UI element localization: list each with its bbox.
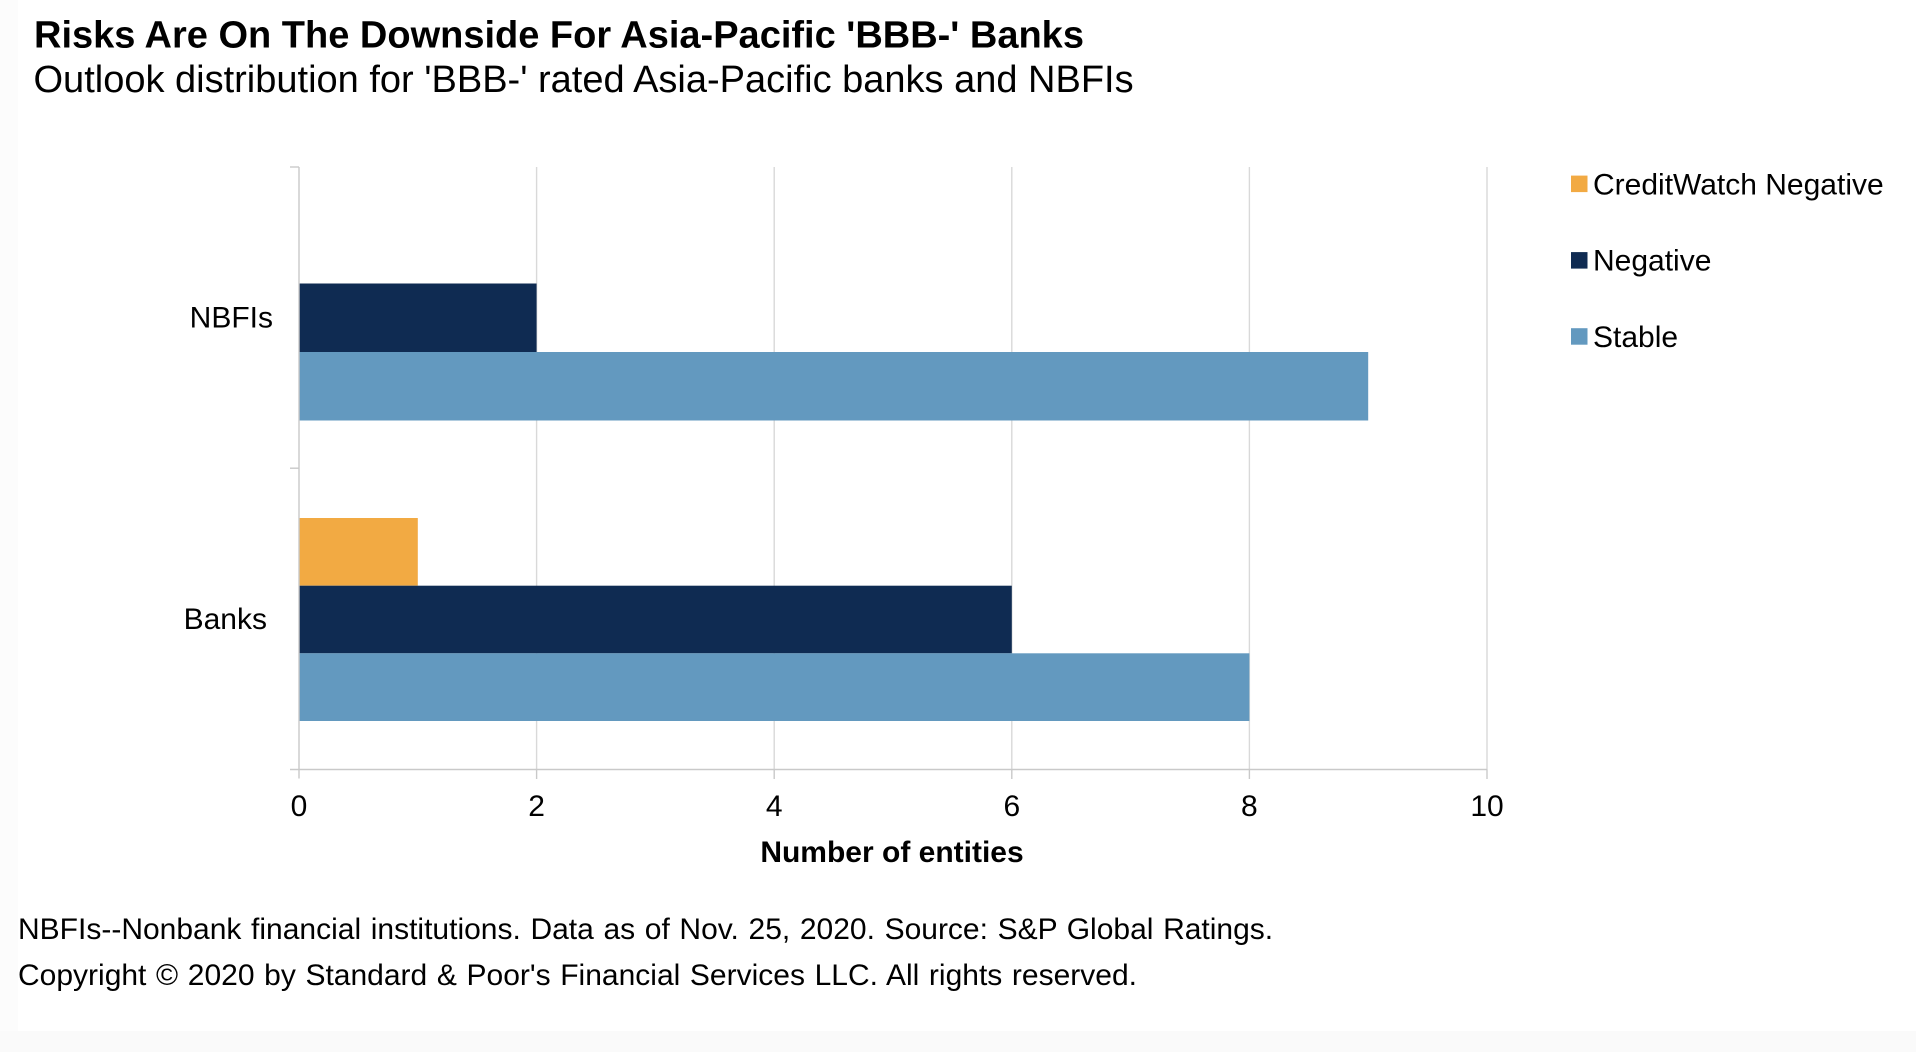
svg-text:Stable: Stable: [1593, 321, 1678, 354]
svg-text:8: 8: [1241, 790, 1258, 823]
svg-text:4: 4: [766, 790, 783, 823]
svg-text:NBFIs--Nonbank financial insti: NBFIs--Nonbank financial institutions. D…: [18, 913, 1273, 946]
svg-text:Number of entities: Number of entities: [760, 836, 1023, 869]
svg-text:Copyright © 2020 by Standard &: Copyright © 2020 by Standard & Poor's Fi…: [18, 959, 1137, 992]
svg-text:Outlook distribution for 'BBB-: Outlook distribution for 'BBB-' rated As…: [34, 59, 1134, 101]
svg-text:6: 6: [1003, 790, 1020, 823]
svg-text:CreditWatch Negative: CreditWatch Negative: [1593, 168, 1884, 201]
svg-text:2: 2: [528, 790, 545, 823]
svg-text:NBFIs: NBFIs: [190, 302, 273, 335]
svg-text:Risks Are On The Downside For: Risks Are On The Downside For Asia-Pacif…: [34, 15, 1084, 57]
svg-text:10: 10: [1470, 790, 1503, 823]
svg-text:Banks: Banks: [184, 603, 267, 636]
svg-text:Negative: Negative: [1593, 245, 1711, 278]
svg-text:0: 0: [291, 790, 308, 823]
